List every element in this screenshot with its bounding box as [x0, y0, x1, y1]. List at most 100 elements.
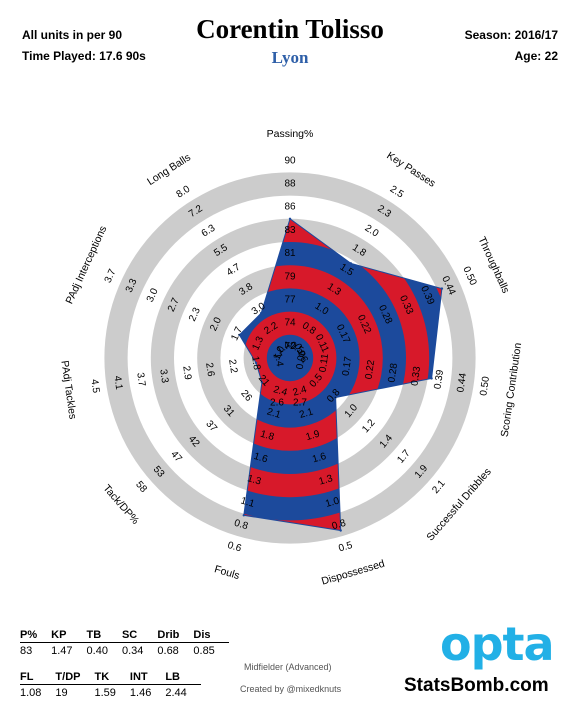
tick-label: 1.1 — [239, 495, 256, 510]
header-cell: P% — [20, 628, 52, 643]
header-cell: Drib — [157, 628, 194, 643]
opta-logo: opta — [440, 617, 555, 671]
tick-label: 0.22 — [364, 359, 378, 380]
axis-label: Scoring Contribution — [499, 342, 524, 438]
data-point — [260, 311, 263, 315]
tick-label: 88 — [284, 179, 296, 190]
tick-label: 2.1 — [265, 406, 282, 421]
data-outline — [238, 217, 443, 532]
data-point — [288, 217, 292, 220]
value-cell: 0.40 — [86, 645, 108, 657]
header-cell: LB — [165, 670, 201, 685]
value-cell: 1.46 — [129, 687, 152, 699]
value-cell: 1.08 — [20, 687, 42, 699]
tick-label: 74 — [284, 318, 296, 329]
tick-label: 1.4 — [272, 352, 285, 368]
tick-label: 2.4 — [292, 384, 309, 399]
tick-label: 1.3 — [250, 334, 266, 352]
data-point — [260, 381, 264, 384]
time-played: Time Played: 17.6 90s — [22, 49, 146, 63]
stats-table-bottom: FL T/DP TK INT LB 1.08 19 1.59 1.46 2.44 — [20, 670, 201, 700]
data-point — [242, 514, 245, 517]
tick-label: 1.8 — [259, 429, 276, 444]
tick-label: 0.6 — [226, 540, 243, 555]
axis-label: Fouls — [213, 563, 241, 582]
tick-label: 0.28 — [386, 362, 400, 383]
value-cell: 1.47 — [51, 645, 73, 657]
tick-label: 1.6 — [311, 451, 328, 466]
tick-label: 2.9 — [180, 365, 193, 381]
tick-label: 3.3 — [157, 369, 170, 385]
tick-label: 86 — [284, 202, 296, 213]
tick-label: 2.3 — [187, 306, 203, 324]
value-cell: 1.59 — [94, 687, 116, 699]
tick-label: 77 — [284, 295, 296, 306]
data-point — [349, 262, 352, 265]
tick-label: 0.5 — [337, 540, 354, 555]
stats-table-top: P% KP TB SC Drib Dis 83 1.47 0.40 0.34 0… — [20, 628, 229, 658]
header-cell: TK — [94, 670, 130, 685]
tick-label: 81 — [284, 248, 296, 259]
tick-label: 72 — [284, 341, 296, 352]
header-cell: KP — [51, 628, 87, 643]
tick-label: 83 — [284, 225, 296, 236]
tick-label: 0.8 — [233, 518, 250, 533]
tick-label: 90 — [284, 155, 296, 166]
units-note: All units in per 90 — [22, 28, 123, 42]
tick-label: 1.9 — [305, 429, 322, 444]
tick-label: 0.39 — [432, 369, 446, 390]
header-cell: FL — [20, 670, 56, 685]
tick-label: 2.4 — [272, 384, 289, 399]
header-cell: SC — [121, 628, 158, 643]
tick-label: 1.3 — [246, 473, 263, 488]
data-point — [254, 361, 258, 365]
tick-label: 1.8 — [249, 355, 262, 371]
value-cell: 0.68 — [157, 645, 179, 657]
value-cell: 2.44 — [165, 687, 187, 699]
tick-label: 1.3 — [318, 473, 335, 488]
tick-label: 0.06 — [295, 349, 309, 370]
tick-label: 3.3 — [124, 277, 140, 295]
tick-label: 0.50 — [478, 375, 492, 396]
tick-label: 0.44 — [455, 372, 469, 393]
statsbomb-brand: StatsBomb.com — [404, 675, 549, 696]
tick-label: 0.33 — [409, 365, 423, 386]
tick-label: 79 — [284, 271, 296, 282]
tick-label: 2.0 — [208, 315, 224, 333]
credit-label: Created by @mixedknuts — [240, 684, 342, 694]
tick-label: 4.1 — [111, 375, 124, 391]
tick-label: 1.0 — [272, 344, 288, 362]
tick-label: 3.7 — [134, 372, 147, 388]
tick-label: 3.0 — [145, 286, 161, 304]
tick-label: 2.7 — [293, 398, 307, 409]
player-name: Corentin Tolisso — [196, 14, 384, 44]
tick-label: 2.1 — [298, 406, 315, 421]
value-cell: 83 — [20, 645, 33, 657]
team-name: Lyon — [271, 48, 309, 67]
tick-label: 2.6 — [203, 362, 216, 378]
age-label: Age: 22 — [514, 49, 558, 63]
data-point — [334, 396, 337, 399]
tick-label: 3.7 — [103, 267, 119, 285]
tick-label: 1.7 — [229, 325, 245, 343]
data-point — [440, 287, 444, 290]
tick-label: 0.17 — [341, 355, 355, 376]
value-cell: 0.85 — [193, 645, 215, 657]
axis-label: PAdj Tackles — [58, 360, 78, 420]
header-cell: TB — [86, 628, 122, 643]
tick-label: 2.2 — [226, 359, 239, 375]
tick-label: 2.7 — [166, 296, 182, 314]
tick-label: 1.0 — [324, 495, 341, 510]
axis-label: Passing% — [267, 128, 314, 140]
value-cell: 19 — [55, 687, 68, 699]
header-cell: INT — [129, 670, 166, 685]
data-point — [339, 529, 342, 532]
header-cell: T/DP — [55, 670, 95, 685]
value-cell: 0.34 — [121, 645, 144, 657]
tick-label: 0.8 — [331, 518, 348, 533]
data-point — [430, 377, 433, 380]
tick-label: 2.6 — [270, 398, 284, 409]
data-ring — [266, 334, 314, 382]
data-point — [238, 333, 241, 337]
